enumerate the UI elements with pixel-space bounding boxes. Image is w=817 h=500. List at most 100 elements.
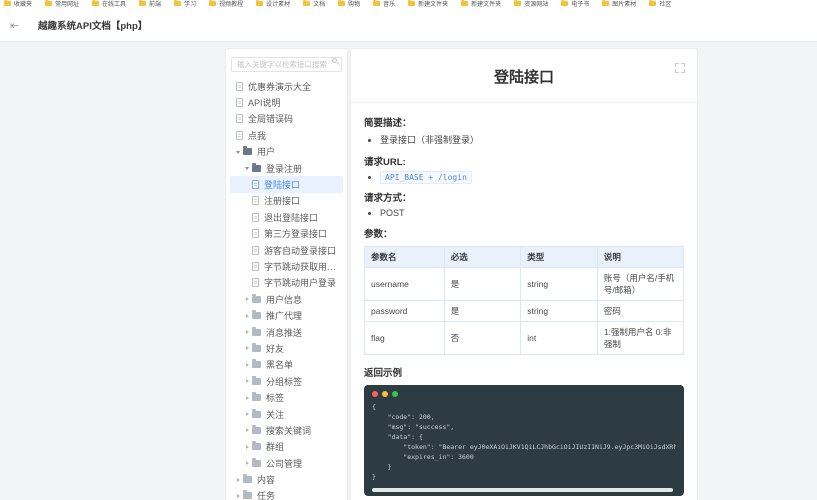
folder-icon [92,0,100,6]
bookmark-item[interactable]: 常用网址 [45,0,79,8]
tree-item[interactable]: 全局错误码 [230,111,343,127]
tree-item-icon [252,359,261,369]
bookmark-item[interactable]: 购物 [338,0,360,8]
tree-item[interactable]: 字节跳动获取用户 openid [230,258,343,274]
bookmark-item[interactable]: 电子书 [561,0,589,8]
tree-item-label: 退出登陆接口 [264,212,319,223]
traffic-light-dot [372,391,378,397]
caret-icon [245,361,252,369]
tree-item[interactable]: 第三方登录接口 [230,226,343,242]
fullscreen-icon[interactable] [675,63,685,73]
tree-item[interactable]: 群组 [230,439,343,455]
tree-item[interactable]: 点我 [230,127,343,143]
api-url-chip: API_BASE + /login [380,171,472,184]
tree-item[interactable]: 公司管理 [230,455,343,471]
folder-icon [4,0,11,6]
tree-item[interactable]: 搜索关键词 [230,422,343,438]
folder-icon [303,0,311,6]
tree-item-label: 消息推送 [266,327,303,338]
tree-item[interactable]: 用户 [230,144,343,160]
tree-item[interactable]: 推广代理 [230,307,343,323]
tree-item[interactable]: 登录注册 [230,160,343,176]
bookmark-item[interactable]: 音乐 [373,0,395,8]
tree-item[interactable]: 消息推送 [230,324,343,340]
doc-title: 登陆接口 [493,69,554,86]
bookmark-item[interactable]: 收藏夹 [4,0,32,8]
cell-desc: 密码 [596,300,685,322]
section-brief-label: 简要描述： [364,118,412,129]
tree-item-icon [243,474,252,484]
code-line: } [372,473,376,482]
search-input[interactable] [231,57,342,72]
tree-item-icon [252,441,261,451]
folder-icon [649,0,657,6]
tree-item-label: 公司管理 [266,458,303,469]
tree-item[interactable]: 关注 [230,406,343,422]
code-line: "data": { [372,433,423,442]
code-line: { [372,403,376,411]
tree-item[interactable]: 分组标签 [230,373,343,389]
params-table: 参数名 必选 类型 说明 username 是 string 账号（用户名/手机… [364,246,685,355]
project-title: 越趣系统API文档【php】 [38,21,148,32]
caret-icon [245,328,252,336]
col-type: 类型 [520,246,598,268]
tree-item[interactable]: 标签 [230,389,343,405]
tree-item[interactable]: 字节跳动用户登录 [230,275,343,291]
bookmark-item[interactable]: 文档 [303,0,325,8]
tree-item[interactable]: 登陆接口 [230,176,343,193]
folder-icon [561,0,569,6]
tree-item[interactable]: 任务 [230,488,343,500]
bookmark-item[interactable]: 设计素材 [256,0,290,8]
folder-icon [139,0,147,6]
cell-type: int [520,321,598,355]
tree-item-label: 用户 [257,147,276,158]
tree-item-label: 点我 [248,130,267,141]
tree-item-icon [252,457,261,467]
bookmark-item[interactable]: 新建文件夹 [461,0,501,8]
tree-item-label: 登录注册 [266,163,303,174]
tree-item-icon [236,81,243,91]
bookmark-item[interactable]: 资源网站 [514,0,548,8]
bookmark-item[interactable]: 前端 [139,0,161,8]
collapse-sidebar-icon[interactable]: ⇤ [10,19,20,32]
tree-item[interactable]: 好友 [230,340,343,356]
caret-icon [245,377,252,385]
tree-item-icon [236,98,243,108]
bookmarks-bar: 收藏夹 常用网址 在线工具 前端 学习 视频教程 设计素材 [0,0,817,9]
cell-name: password [364,300,445,322]
caret-icon [236,492,243,500]
bookmark-item[interactable]: 学习 [174,0,196,8]
tree-item[interactable]: 用户信息 [230,291,343,307]
bookmark-label: 在线工具 [102,2,127,8]
tree-item-icon [243,490,252,500]
tree-item[interactable]: 游客自动登录接口 [230,242,343,258]
code-line: "msg": "success", [372,423,455,432]
bookmark-label: 新建文件夹 [418,2,449,8]
table-row: password 是 string 密码 [364,300,685,322]
tree-item[interactable]: 退出登陆接口 [230,209,343,225]
bookmark-item[interactable]: 社区 [649,0,671,8]
tree-item-icon [252,424,261,434]
tree-item[interactable]: 注册接口 [230,193,343,209]
tree-item-icon [252,196,259,206]
tree-item[interactable]: API说明 [230,94,343,110]
section-example-label: 返回示例 [364,368,403,379]
tree-item-label: 登陆接口 [264,180,301,191]
folder-icon [45,0,53,6]
brief-item: 登录接口（非强制登录） [380,133,684,146]
tree-item[interactable]: 优惠券演示大全 [230,78,343,94]
code-horizontal-scrollbar[interactable] [372,487,673,492]
bookmark-item[interactable]: 图片素材 [602,0,636,8]
code-line: "expires_in": 3600 [372,453,474,462]
cell-desc: 账号（用户名/手机号/邮箱） [596,267,685,301]
tree-item[interactable]: 黑名单 [230,357,343,373]
tree-item-icon [252,310,261,320]
tree-item[interactable]: 内容 [230,471,343,487]
bookmark-item[interactable]: 视频教程 [209,0,243,8]
bookmark-item[interactable]: 在线工具 [92,0,126,8]
params-table-header-row: 参数名 必选 类型 说明 [364,246,685,268]
col-desc: 说明 [596,246,685,268]
folder-icon [174,0,182,6]
tree-item-label: 内容 [257,475,276,486]
bookmark-item[interactable]: 新建文件夹 [408,0,448,8]
